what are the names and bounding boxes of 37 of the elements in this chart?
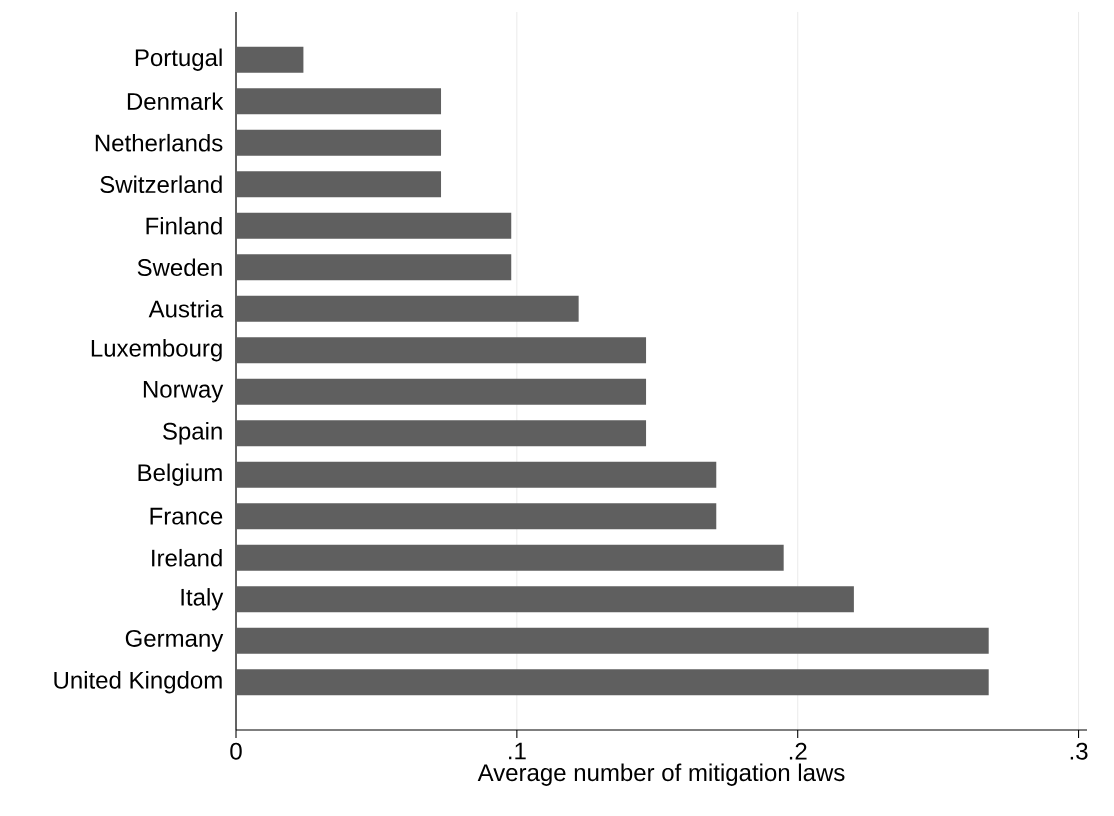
y-tick-label: Ireland [152, 548, 222, 567]
bar [236, 378, 647, 405]
bar [236, 337, 647, 364]
y-tick-label: Italy [181, 588, 224, 611]
y-tick-label: France [150, 507, 223, 525]
y-tick-label: Norway [143, 380, 224, 403]
y-tick-label: Luxembourg [91, 339, 222, 362]
bar [236, 420, 647, 447]
bar [236, 461, 717, 488]
y-tick-label: Finland [146, 216, 222, 235]
bar [236, 254, 512, 281]
x-axis-title: Average number of mitigation laws [477, 763, 845, 786]
bar [236, 129, 442, 156]
y-tick-label: Austria [148, 299, 224, 318]
bar [236, 544, 784, 571]
bar [236, 295, 579, 322]
y-tick-label: Netherlands [95, 133, 223, 152]
y-tick-label: United Kingdom [54, 671, 222, 694]
bar [236, 503, 717, 530]
y-tick-label: Switzerland [100, 175, 222, 194]
y-tick-label: Spain [163, 422, 222, 445]
x-tick-label: 0 [230, 742, 242, 760]
x-tick-label: .3 [1070, 742, 1088, 760]
bar [236, 586, 854, 613]
bar [236, 88, 442, 115]
y-tick-label: Portugal [135, 48, 222, 71]
x-tick-label: .2 [789, 742, 807, 760]
bar [236, 46, 304, 73]
bar [236, 212, 512, 239]
x-tick-label: .1 [509, 742, 526, 760]
y-tick-label: Sweden [137, 258, 222, 277]
y-tick-label: Belgium [138, 463, 222, 486]
bar [236, 669, 989, 696]
bar [236, 627, 989, 654]
y-tick-label: Germany [125, 629, 224, 652]
y-tick-label: Denmark [127, 92, 224, 111]
bar [236, 171, 442, 198]
